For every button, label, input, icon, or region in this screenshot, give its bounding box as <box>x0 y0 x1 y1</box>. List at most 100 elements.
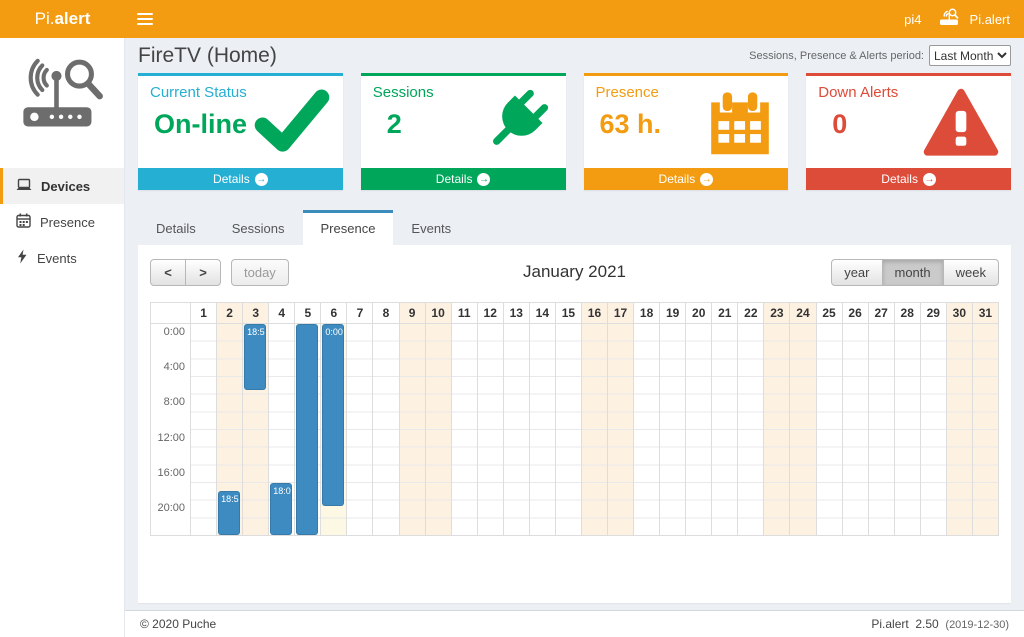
day-column-27 <box>868 324 895 535</box>
presence-calendar: 1 2 3 4 5 6 7 8 9 10 11 12 13 14 15 16 17 18 19 20 21 22 23 24 2… <box>150 302 999 536</box>
day-header-25: 25 <box>816 303 843 323</box>
day-column-21 <box>712 324 739 535</box>
day-header-21: 21 <box>712 303 739 323</box>
time-label: 8:00 <box>163 396 185 409</box>
day-column-11 <box>451 324 478 535</box>
prev-month-button[interactable]: < <box>150 259 186 286</box>
period-label: Sessions, Presence & Alerts period: <box>749 49 924 62</box>
day-column-6: 0:00 - <box>321 324 348 535</box>
day-header-3: 3 <box>243 303 270 323</box>
sidebar-item-devices[interactable]: Devices <box>0 168 124 204</box>
tab-events[interactable]: Events <box>411 221 452 236</box>
time-label: 12:00 <box>157 431 185 444</box>
calendar-icon <box>16 213 31 231</box>
laptop-icon <box>16 178 32 195</box>
day-column-5 <box>295 324 322 535</box>
day-column-18 <box>634 324 661 535</box>
summary-cards: Current Status On-line Details → Sessions… <box>138 73 1011 190</box>
tab-details[interactable]: Details <box>156 221 196 236</box>
day-column-1 <box>191 324 218 535</box>
page-footer: © 2020 Puche Pi.alert 2.50 (2019-12-30) <box>125 610 1024 637</box>
presence-event[interactable]: 18:58 <box>218 490 241 535</box>
day-header-7: 7 <box>347 303 374 323</box>
plug-icon <box>480 88 554 165</box>
arrow-circle-icon: → <box>477 172 491 186</box>
day-column-19 <box>660 324 687 535</box>
user-label: Pi.alert <box>969 11 1010 27</box>
arrow-circle-icon: → <box>922 172 936 186</box>
router-icon <box>938 8 962 30</box>
day-header-1: 1 <box>191 303 218 323</box>
sidebar: Devices Presence Events <box>0 38 125 637</box>
calendar-icon <box>704 88 776 165</box>
day-column-3: 18:58 <box>243 324 270 535</box>
arrow-circle-icon: → <box>254 172 268 186</box>
day-column-29 <box>920 324 947 535</box>
details-link[interactable]: Details → <box>360 168 566 190</box>
details-link[interactable]: Details → <box>583 168 789 190</box>
card-sessions: Sessions 2 Details → <box>360 73 566 190</box>
next-month-button[interactable]: > <box>185 259 221 286</box>
day-header-16: 16 <box>581 303 608 323</box>
sidebar-item-label: Events <box>37 250 77 266</box>
presence-event[interactable]: 18:58 <box>244 324 267 390</box>
user-menu[interactable]: Pi.alert <box>938 8 1010 30</box>
day-header-12: 12 <box>477 303 504 323</box>
view-year-button[interactable]: year <box>831 259 883 286</box>
day-column-20 <box>686 324 713 535</box>
day-header-31: 31 <box>972 303 999 323</box>
page-title: FireTV (Home) <box>138 44 277 67</box>
presence-event[interactable]: 18:02 <box>270 482 293 535</box>
view-month-button[interactable]: month <box>881 259 944 286</box>
pialert-logo-icon <box>0 38 124 154</box>
today-button[interactable]: today <box>231 259 289 286</box>
presence-panel: January 2021 < > today year month week 1… <box>138 245 1011 603</box>
card-value: On-line <box>154 109 247 139</box>
card-label: Current Status <box>150 84 247 101</box>
day-header-14: 14 <box>529 303 556 323</box>
day-header-28: 28 <box>894 303 921 323</box>
card-value: 0 <box>832 109 848 139</box>
host-label: pi4 <box>904 11 922 27</box>
day-header-9: 9 <box>399 303 426 323</box>
day-header-5: 5 <box>295 303 322 323</box>
day-column-17 <box>608 324 635 535</box>
day-column-16 <box>581 324 608 535</box>
sidebar-toggle-button[interactable] <box>125 0 165 38</box>
time-label: 4:00 <box>163 361 185 374</box>
day-column-22 <box>738 324 765 535</box>
card-value: 63 h. <box>599 109 662 139</box>
day-column-10 <box>425 324 452 535</box>
day-header-2: 2 <box>217 303 244 323</box>
calendar-title: January 2021 <box>522 262 627 281</box>
day-header-6: 6 <box>321 303 348 323</box>
brand-prefix: Pi. <box>34 9 55 28</box>
tab-presence[interactable]: Presence <box>302 210 394 245</box>
sidebar-item-presence[interactable]: Presence <box>0 204 124 240</box>
details-link[interactable]: Details → <box>806 168 1011 190</box>
day-column-2: 18:58 <box>217 324 244 535</box>
day-column-15 <box>555 324 582 535</box>
day-column-28 <box>894 324 921 535</box>
card-label: Down Alerts <box>818 84 899 101</box>
bolt-icon <box>16 249 28 267</box>
day-column-24 <box>790 324 817 535</box>
details-link[interactable]: Details → <box>138 168 343 190</box>
main-content: FireTV (Home) Sessions, Presence & Alert… <box>125 38 1024 610</box>
card-value: 2 <box>386 109 402 139</box>
card-label: Sessions <box>372 84 434 101</box>
presence-event[interactable] <box>296 324 319 535</box>
sidebar-item-events[interactable]: Events <box>0 240 124 276</box>
view-week-button[interactable]: week <box>942 259 999 286</box>
copyright: © 2020 Puche <box>140 617 217 631</box>
day-header-13: 13 <box>503 303 530 323</box>
presence-event[interactable]: 0:00 - <box>322 324 345 507</box>
time-label: 0:00 <box>163 326 185 338</box>
day-column-26 <box>842 324 869 535</box>
period-select[interactable]: Last Month <box>929 45 1011 66</box>
warning-icon <box>923 88 999 163</box>
brand-logo[interactable]: Pi.alert <box>0 9 125 29</box>
card-presence: Presence 63 h. Details → <box>583 73 789 190</box>
tab-sessions[interactable]: Sessions <box>231 221 285 236</box>
day-header-23: 23 <box>764 303 791 323</box>
